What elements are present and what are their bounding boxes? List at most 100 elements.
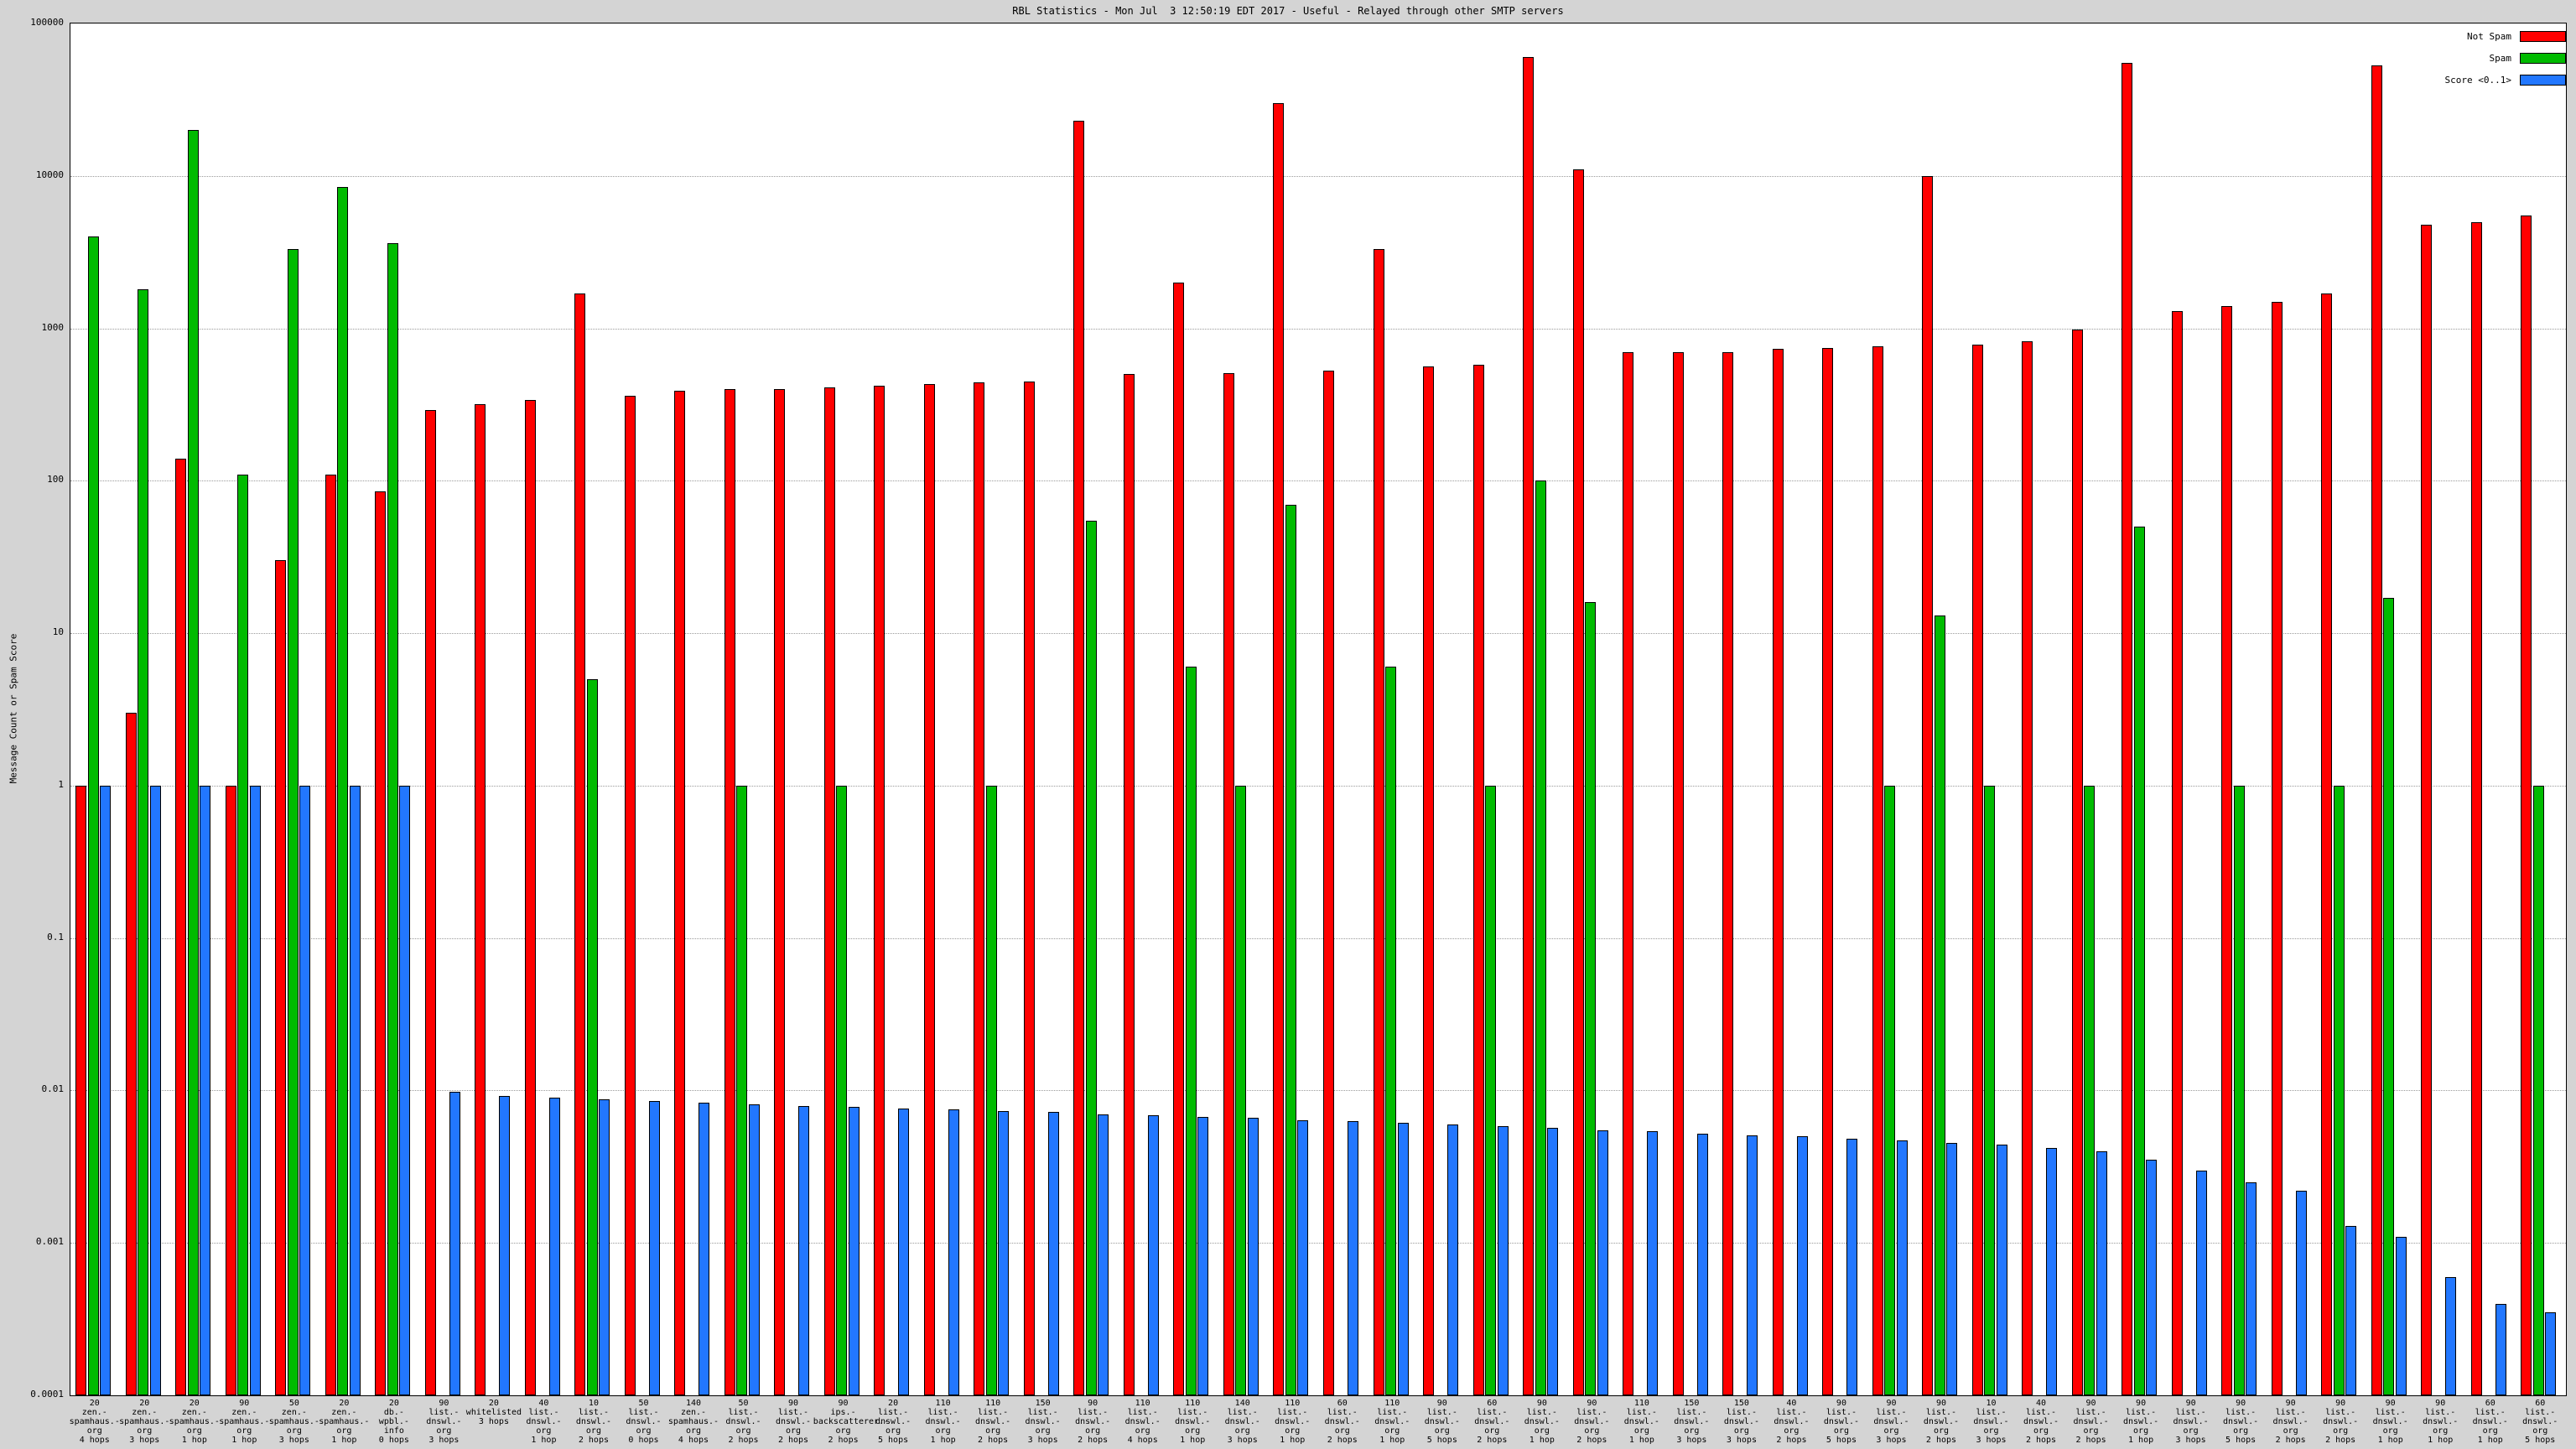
bar-not-spam: [823, 387, 835, 1395]
bar-spam: [736, 785, 748, 1395]
bar-score: [1796, 1136, 1808, 1395]
x-tick-label: 90 list.- dnswl.- org 1 hop: [2122, 1399, 2159, 1445]
bar-score: [1247, 1118, 1259, 1395]
x-tick-label: 110 list.- dnswl.- org 1 hop: [1623, 1399, 1659, 1445]
bar-spam: [2383, 598, 2395, 1395]
y-tick-label: 1000: [41, 321, 65, 333]
bar-not-spam: [724, 388, 735, 1395]
bar-not-spam: [1323, 370, 1334, 1395]
gridline: [70, 328, 2566, 330]
legend-label-not-spam: Not Spam: [2467, 30, 2511, 42]
x-tick-label: 90 list.- dnswl.- org 1 hop: [2372, 1399, 2408, 1445]
x-tick-label: 20 zen.- spamhaus.- org 1 hop: [169, 1399, 220, 1445]
x-tick-label: 40 list.- dnswl.- org 2 hops: [2023, 1399, 2059, 1445]
bar-spam: [87, 236, 99, 1395]
x-tick-label: 90 list.- dnswl.- org 2 hops: [1574, 1399, 1610, 1445]
bar-spam: [337, 186, 349, 1395]
x-tick-label: 90 list.- dnswl.- org 3 hops: [1873, 1399, 1909, 1445]
bar-score: [2445, 1276, 2457, 1395]
gridline: [70, 633, 2566, 635]
bar-not-spam: [2421, 224, 2433, 1395]
bar-not-spam: [424, 410, 436, 1395]
x-tick-label: 110 list.- dnswl.- org 1 hop: [1175, 1399, 1211, 1445]
bar-score: [2146, 1160, 2158, 1395]
x-tick-label: 90 zen.- spamhaus.- org 1 hop: [219, 1399, 270, 1445]
bar-score: [1747, 1135, 1758, 1395]
bar-not-spam: [1523, 57, 1535, 1395]
y-tick-label: 1: [58, 778, 64, 790]
legend-label-score: Score <0..1>: [2444, 74, 2511, 86]
y-tick-label: 0.1: [47, 931, 64, 943]
bar-score: [2195, 1170, 2207, 1395]
x-tick-label: 150 list.- dnswl.- org 3 hops: [1723, 1399, 1759, 1445]
x-tick-label: 50 list.- dnswl.- org 2 hops: [725, 1399, 761, 1445]
x-tick-label: 60 list.- dnswl.- org 5 hops: [2522, 1399, 2558, 1445]
bar-score: [1647, 1131, 1659, 1395]
legend-item-spam: Spam: [2445, 47, 2566, 69]
bar-not-spam: [1971, 345, 1983, 1395]
bar-score: [748, 1104, 760, 1395]
bar-not-spam: [2221, 306, 2233, 1395]
bar-not-spam: [1822, 348, 1834, 1395]
x-tick-label: 20 whitelisted 3 hops: [465, 1399, 522, 1426]
bar-score: [2545, 1312, 2557, 1395]
gridline: [70, 1243, 2566, 1244]
bar-score: [998, 1111, 1010, 1395]
y-tick-label: 10: [52, 626, 64, 638]
y-tick-label: 100000: [30, 17, 64, 28]
x-tick-label: 140 list.- dnswl.- org 3 hops: [1224, 1399, 1260, 1445]
x-tick-label: 90 list.- dnswl.- org 2 hops: [2073, 1399, 2109, 1445]
bar-not-spam: [1623, 351, 1634, 1395]
bar-score: [249, 785, 261, 1395]
x-tick-label: 110 list.- dnswl.- org 1 hop: [1374, 1399, 1410, 1445]
bar-score: [1896, 1140, 1908, 1395]
plot-area: [70, 23, 2567, 1396]
bar-not-spam: [1772, 349, 1784, 1395]
x-tick-label: 90 list.- dnswl.- org 1 hop: [2423, 1399, 2459, 1445]
bar-score: [1996, 1145, 2007, 1395]
score-swatch-icon: [2520, 74, 2566, 86]
bar-score: [2395, 1236, 2407, 1395]
bar-score: [1348, 1120, 1358, 1395]
y-tick-label: 10000: [35, 169, 64, 180]
x-tick-label: 110 list.- dnswl.- org 1 hop: [925, 1399, 961, 1445]
bar-score: [2495, 1303, 2506, 1395]
x-tick-label: 90 list.- dnswl.- org 1 hop: [1524, 1399, 1560, 1445]
bar-not-spam: [574, 293, 586, 1395]
bar-not-spam: [1223, 372, 1234, 1395]
bar-not-spam: [923, 384, 935, 1395]
bar-not-spam: [674, 390, 686, 1395]
bar-score: [2096, 1150, 2107, 1395]
bar-not-spam: [125, 713, 137, 1395]
x-tick-label: 90 list.- dnswl.- org 3 hops: [426, 1399, 462, 1445]
x-tick-label: 110 list.- dnswl.- org 4 hops: [1124, 1399, 1161, 1445]
bar-spam: [1884, 785, 1896, 1395]
bar-spam: [1934, 615, 1945, 1395]
bar-not-spam: [1073, 121, 1085, 1395]
bar-not-spam: [1123, 374, 1135, 1395]
bar-score: [100, 785, 111, 1395]
bar-score: [1047, 1112, 1059, 1395]
bar-spam: [2084, 785, 2096, 1395]
bar-not-spam: [325, 474, 336, 1395]
bar-score: [948, 1109, 959, 1395]
bar-not-spam: [1722, 351, 1734, 1395]
bar-not-spam: [874, 386, 886, 1395]
bar-score: [1846, 1139, 1858, 1395]
bar-not-spam: [275, 560, 287, 1395]
x-tick-label: 20 zen.- spamhaus.- org 3 hops: [119, 1399, 170, 1445]
bar-spam: [187, 130, 199, 1395]
x-tick-label: 50 list.- dnswl.- org 0 hops: [626, 1399, 662, 1445]
bar-not-spam: [774, 388, 786, 1395]
bar-not-spam: [175, 458, 187, 1395]
bar-score: [1397, 1123, 1409, 1395]
x-tick-label: 90 ips.- backscatterer.- org 2 hops: [813, 1399, 890, 1445]
bar-not-spam: [974, 382, 985, 1395]
bar-not-spam: [2271, 301, 2283, 1395]
x-tick-label: 90 list.- dnswl.- org 5 hops: [1823, 1399, 1860, 1445]
bar-spam: [287, 249, 299, 1395]
x-tick-label: 90 list.- dnswl.- org 5 hops: [2223, 1399, 2259, 1445]
gridline: [70, 785, 2566, 787]
bar-spam: [138, 289, 149, 1395]
